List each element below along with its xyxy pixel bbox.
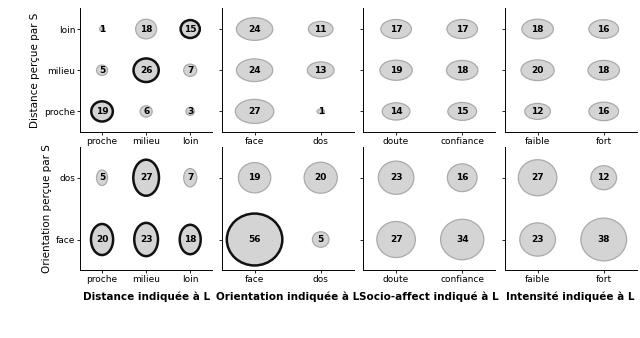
Text: 1: 1 (99, 25, 105, 33)
Ellipse shape (381, 20, 412, 39)
Ellipse shape (308, 21, 333, 37)
Text: 17: 17 (456, 25, 468, 33)
Ellipse shape (180, 20, 200, 38)
Text: 16: 16 (456, 173, 468, 182)
Text: 5: 5 (99, 173, 105, 182)
Text: 18: 18 (531, 25, 544, 33)
Ellipse shape (100, 27, 104, 31)
Text: 13: 13 (314, 66, 327, 75)
Text: 23: 23 (531, 235, 544, 244)
Ellipse shape (227, 214, 282, 265)
Ellipse shape (186, 107, 195, 115)
Ellipse shape (307, 62, 334, 78)
Text: 15: 15 (184, 25, 196, 33)
Ellipse shape (184, 169, 196, 187)
Text: 12: 12 (531, 107, 544, 116)
Text: 18: 18 (456, 66, 468, 75)
Text: 3: 3 (187, 107, 193, 116)
Text: 19: 19 (390, 66, 403, 75)
Y-axis label: Orientation perçue par S: Orientation perçue par S (42, 144, 52, 273)
Ellipse shape (134, 58, 159, 82)
Ellipse shape (312, 232, 329, 247)
Ellipse shape (239, 163, 271, 193)
Ellipse shape (97, 65, 108, 75)
Text: 26: 26 (140, 66, 152, 75)
X-axis label: Socio-affect indiqué à L: Socio-affect indiqué à L (359, 291, 499, 302)
Text: 5: 5 (99, 66, 105, 75)
Text: 14: 14 (390, 107, 403, 116)
Text: 56: 56 (248, 235, 261, 244)
X-axis label: Distance indiquée à L: Distance indiquée à L (83, 291, 210, 302)
Text: 20: 20 (314, 173, 327, 182)
Text: 12: 12 (598, 173, 610, 182)
Text: 18: 18 (184, 235, 196, 244)
Ellipse shape (236, 59, 273, 81)
Y-axis label: Distance perçue par S: Distance perçue par S (30, 13, 40, 128)
Ellipse shape (589, 102, 619, 121)
Ellipse shape (440, 219, 484, 260)
Ellipse shape (380, 60, 412, 80)
Text: 1: 1 (317, 107, 324, 116)
Text: 24: 24 (248, 25, 261, 33)
Ellipse shape (97, 170, 108, 186)
Ellipse shape (91, 224, 113, 255)
Text: 7: 7 (187, 173, 193, 182)
Text: 6: 6 (143, 107, 149, 116)
Ellipse shape (518, 160, 557, 196)
Text: 27: 27 (531, 173, 544, 182)
Text: 18: 18 (598, 66, 610, 75)
Ellipse shape (180, 225, 201, 254)
Text: 23: 23 (390, 173, 403, 182)
Ellipse shape (591, 166, 616, 190)
Text: 5: 5 (317, 235, 324, 244)
Text: 27: 27 (390, 235, 403, 244)
Text: 27: 27 (248, 107, 261, 116)
Text: 19: 19 (96, 107, 108, 116)
Ellipse shape (134, 223, 158, 256)
Ellipse shape (521, 60, 554, 80)
Text: 38: 38 (598, 235, 610, 244)
Ellipse shape (140, 106, 152, 117)
Text: 7: 7 (187, 66, 193, 75)
Ellipse shape (447, 164, 477, 192)
X-axis label: Orientation indiquée à L: Orientation indiquée à L (216, 291, 359, 302)
Text: 16: 16 (598, 107, 610, 116)
Ellipse shape (448, 102, 477, 120)
Text: 23: 23 (140, 235, 152, 244)
Ellipse shape (236, 18, 273, 40)
Text: 15: 15 (456, 107, 468, 116)
Text: 17: 17 (390, 25, 403, 33)
Text: 24: 24 (248, 66, 261, 75)
Text: 20: 20 (96, 235, 108, 244)
X-axis label: Intensité indiquée à L: Intensité indiquée à L (506, 291, 635, 302)
Ellipse shape (92, 101, 113, 121)
Ellipse shape (382, 103, 410, 120)
Text: 34: 34 (456, 235, 468, 244)
Text: 16: 16 (598, 25, 610, 33)
Ellipse shape (522, 19, 554, 39)
Text: 20: 20 (531, 66, 544, 75)
Ellipse shape (589, 20, 619, 38)
Ellipse shape (377, 221, 415, 258)
Ellipse shape (136, 19, 157, 39)
Ellipse shape (447, 20, 477, 39)
Ellipse shape (581, 218, 627, 261)
Ellipse shape (525, 103, 550, 119)
Ellipse shape (236, 99, 274, 123)
Ellipse shape (520, 223, 556, 256)
Text: 18: 18 (140, 25, 152, 33)
Ellipse shape (317, 109, 324, 114)
Ellipse shape (447, 61, 478, 80)
Text: 27: 27 (140, 173, 152, 182)
Text: 11: 11 (314, 25, 327, 33)
Ellipse shape (304, 162, 337, 193)
Ellipse shape (184, 64, 196, 76)
Ellipse shape (378, 161, 414, 194)
Text: 19: 19 (248, 173, 261, 182)
Ellipse shape (588, 61, 620, 80)
Ellipse shape (133, 160, 159, 196)
